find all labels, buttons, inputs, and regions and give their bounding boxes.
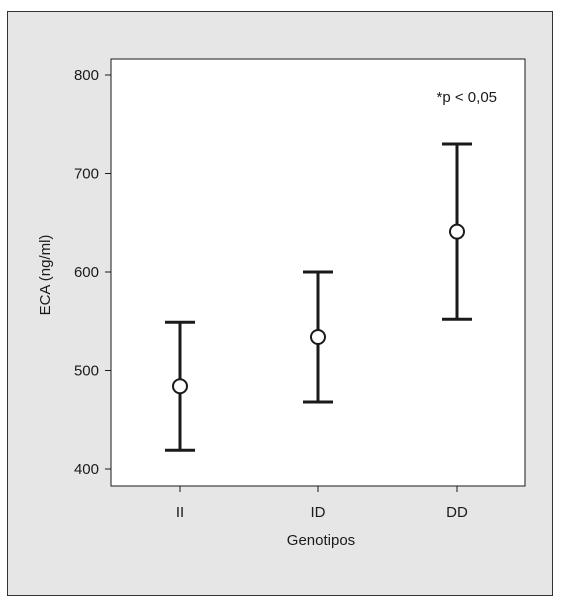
y-tick-label: 700 (74, 166, 99, 183)
y-tick-label: 500 (74, 363, 99, 380)
data-marks (165, 142, 472, 452)
x-axis-title: Genotipos (287, 532, 355, 549)
y-tick-label: 400 (74, 461, 99, 478)
y-tick-label: 600 (74, 264, 99, 281)
y-tick-label: 800 (74, 67, 99, 84)
x-tick-label: DD (446, 504, 468, 521)
y-axis: 400 500 600 700 800 (74, 67, 111, 478)
annotation: *p < 0,05 (437, 89, 497, 106)
x-axis: II ID DD (176, 486, 468, 521)
x-tick-label: ID (311, 504, 326, 521)
mean-point (172, 378, 188, 395)
y-axis-title: ECA (ng/ml) (37, 235, 54, 316)
mean-point (310, 329, 326, 346)
x-tick-label: II (176, 504, 184, 521)
mean-point (449, 223, 465, 240)
